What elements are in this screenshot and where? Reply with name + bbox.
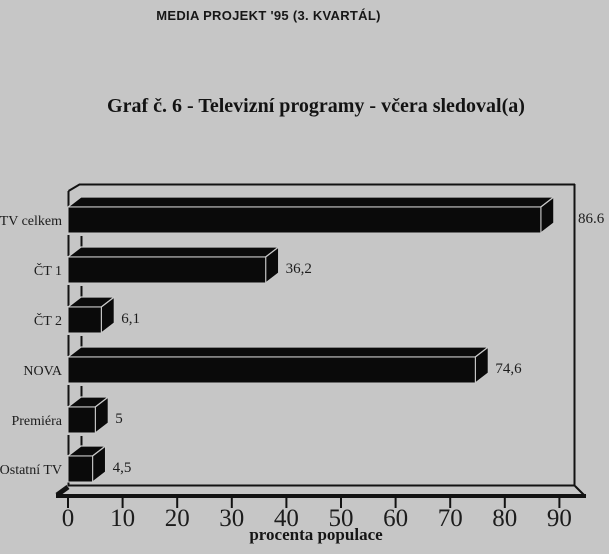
x-tick-label: 20 [165, 505, 190, 532]
bar-front-face [67, 356, 476, 384]
x-tick-label: 50 [329, 505, 354, 532]
bar-value-label: 86.6 [578, 211, 605, 227]
x-tick-label: 80 [492, 505, 517, 532]
chart-title: Graf č. 6 - Televizní programy - včera s… [107, 95, 525, 117]
bar-value-label: 5 [115, 411, 123, 427]
category-label: ČT 1 [34, 262, 62, 279]
x-tick-label: 40 [274, 505, 299, 532]
bar-top-face [66, 196, 556, 208]
x-axis-label: procenta populace [249, 525, 383, 544]
category-label: NOVA [23, 364, 63, 379]
bar-value-label: 6,1 [121, 311, 140, 327]
category-label: Premiéra [11, 414, 62, 429]
category-label: Ostatní TV [0, 463, 62, 478]
floor-left-diagonal [55, 484, 70, 498]
left-wall-top-diagonal [67, 183, 81, 192]
bar-front-face [67, 406, 96, 434]
bar-front-face [67, 206, 542, 234]
bar-top-face [66, 346, 491, 358]
bar-top-face [66, 246, 281, 258]
x-tick-label: 60 [383, 505, 408, 532]
bar-front-face [67, 455, 94, 483]
x-tick-label: 0 [62, 505, 75, 532]
bar-front-face [67, 306, 102, 334]
category-label: ČT 2 [34, 312, 62, 329]
report-header: MEDIA PROJEKT '95 (3. KVARTÁL) [156, 8, 381, 23]
floor-right-diagonal [574, 485, 587, 498]
category-label: TV celkem [0, 214, 62, 229]
bar-value-label: 4,5 [113, 460, 132, 476]
bar-value-label: 36,2 [286, 261, 312, 277]
x-tick-label: 10 [110, 505, 135, 532]
x-tick-label: 70 [438, 505, 463, 532]
bar-value-label: 74,6 [495, 361, 522, 377]
x-tick-label: 30 [219, 505, 244, 532]
x-tick-label: 90 [547, 505, 572, 532]
bar-front-face [67, 256, 267, 284]
